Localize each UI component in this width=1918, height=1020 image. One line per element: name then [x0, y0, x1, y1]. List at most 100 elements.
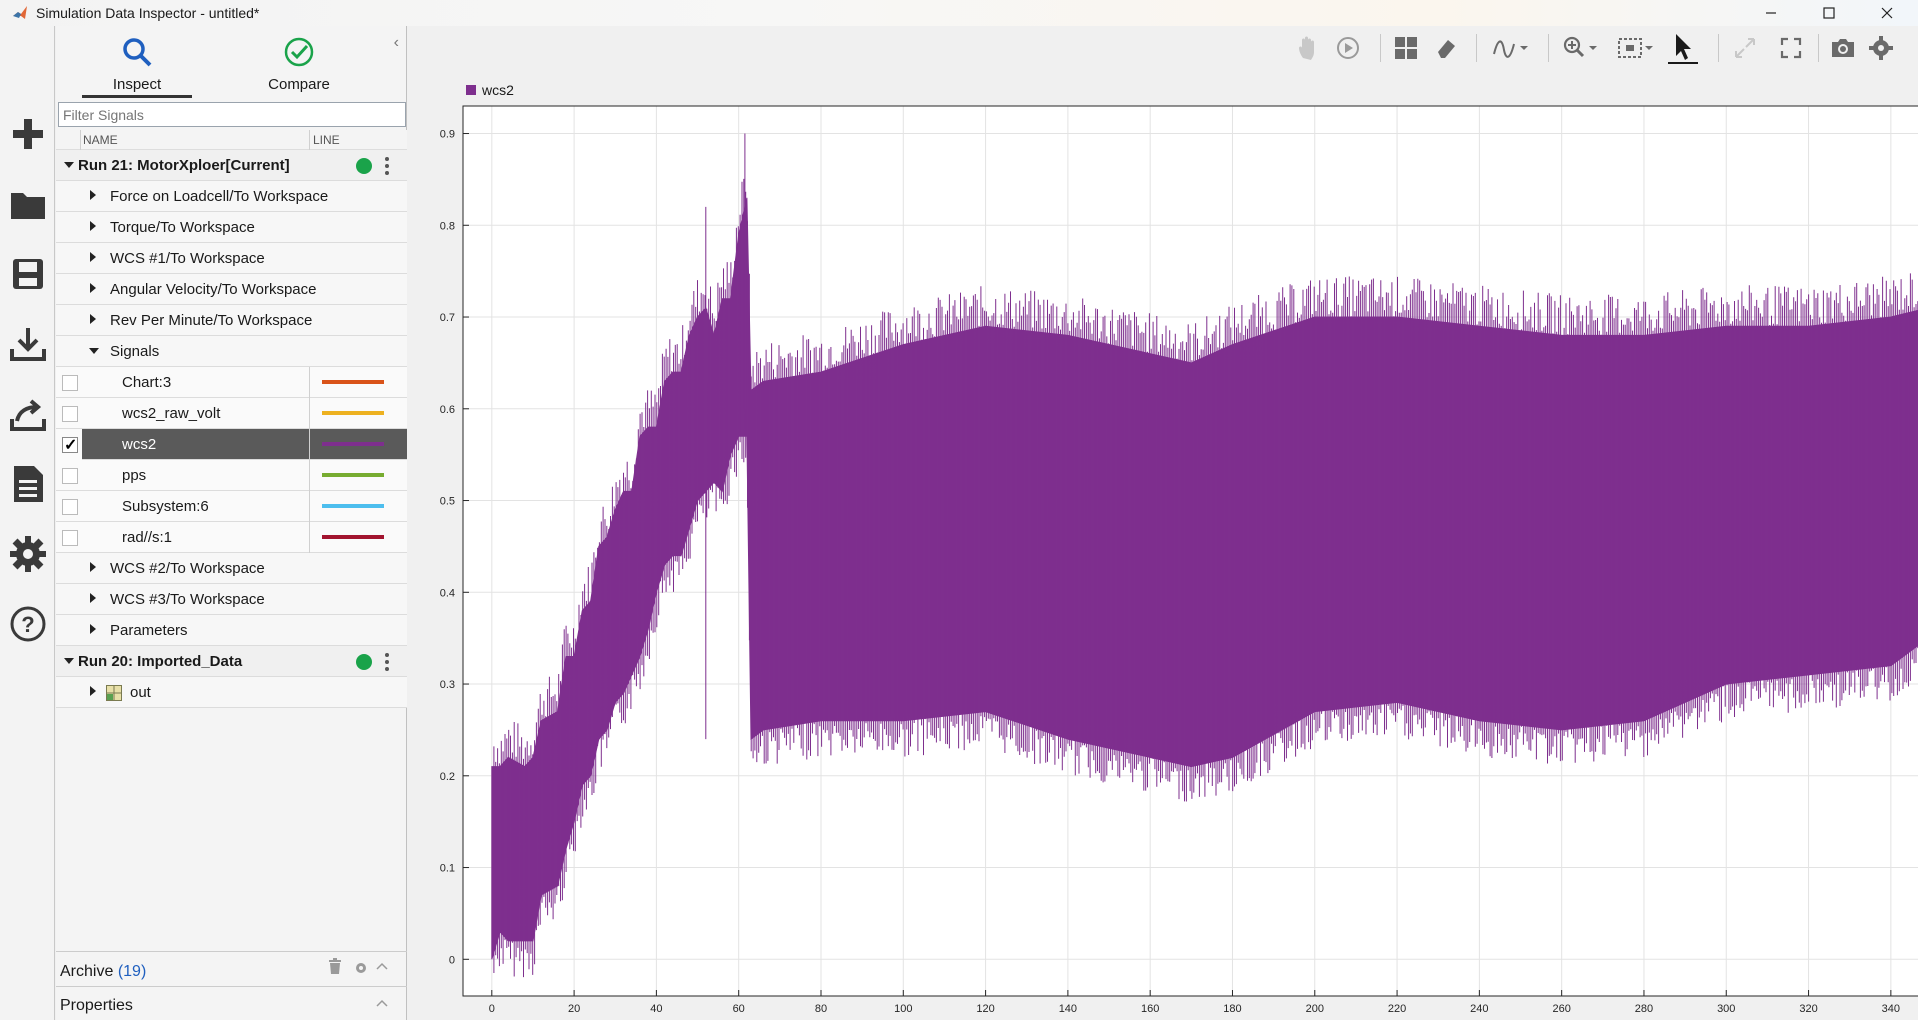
signal-checkbox[interactable] [62, 406, 78, 422]
pan-hand-icon[interactable] [1294, 32, 1322, 64]
expand-right-icon[interactable] [90, 252, 96, 262]
more-options-icon[interactable] [385, 156, 389, 176]
new-session-icon[interactable] [8, 114, 48, 154]
help-icon[interactable]: ? [8, 604, 48, 644]
archive-count: (19) [117, 963, 147, 980]
settings-gear-icon[interactable] [8, 534, 48, 574]
export-share-icon[interactable] [8, 394, 48, 434]
axes-border [462, 105, 1918, 997]
y-tick-label: 0.6 [440, 404, 455, 416]
group-label: Parameters [110, 622, 188, 639]
line-color-swatch[interactable] [322, 473, 384, 477]
signal-row[interactable]: Subsystem:6 [56, 491, 407, 522]
chevron-up-icon[interactable] [376, 962, 388, 970]
expand-right-icon[interactable] [90, 283, 96, 293]
tab-inspect-label: Inspect [112, 76, 162, 93]
plot-settings-gear-icon[interactable] [1866, 32, 1896, 64]
full-screen-icon[interactable] [1776, 32, 1806, 64]
camera-snapshot-icon[interactable] [1828, 32, 1858, 64]
tree-group-row[interactable]: out [56, 677, 407, 708]
properties-section[interactable]: Properties [56, 986, 407, 1020]
x-tick-label: 0 [489, 1003, 495, 1015]
line-color-swatch[interactable] [322, 535, 384, 539]
group-label: WCS #1/To Workspace [110, 250, 265, 267]
line-color-swatch[interactable] [322, 380, 384, 384]
signal-style-dropdown[interactable] [1488, 32, 1536, 64]
eraser-icon[interactable] [1432, 32, 1460, 64]
y-tick-label: 0.3 [440, 679, 455, 691]
report-document-icon[interactable] [8, 464, 48, 504]
signal-row[interactable]: wcs2_raw_volt [56, 398, 407, 429]
open-folder-icon[interactable] [8, 184, 48, 224]
signal-checkbox[interactable] [62, 468, 78, 484]
expand-right-icon[interactable] [90, 624, 96, 634]
group-label: WCS #2/To Workspace [110, 560, 265, 577]
signals-group-row[interactable]: Signals [56, 336, 407, 367]
close-button[interactable] [1864, 0, 1910, 26]
line-color-swatch[interactable] [322, 411, 384, 415]
signal-checkbox[interactable] [62, 530, 78, 546]
tree-group-row[interactable]: Parameters [56, 615, 407, 646]
tree-group-row[interactable]: Rev Per Minute/To Workspace [56, 305, 407, 336]
line-color-swatch[interactable] [322, 442, 384, 446]
zoom-in-dropdown[interactable] [1560, 32, 1606, 64]
expand-down-icon[interactable] [89, 348, 99, 354]
x-tick-label: 340 [1882, 1003, 1900, 1015]
tree-group-row[interactable]: WCS #3/To Workspace [56, 584, 407, 615]
x-tick-label: 100 [894, 1003, 912, 1015]
maximize-button[interactable] [1806, 0, 1852, 26]
expand-right-icon[interactable] [90, 190, 96, 200]
expand-right-icon[interactable] [90, 686, 96, 696]
collapse-panel-icon[interactable]: ‹ [393, 34, 399, 51]
name-column-header[interactable]: NAME [83, 133, 118, 147]
signal-name: pps [122, 467, 147, 484]
signal-row[interactable]: pps [56, 460, 407, 491]
archive-section[interactable]: Archive (19) [56, 951, 407, 985]
legend-label: wcs2 [482, 82, 514, 98]
line-column-header[interactable]: LINE [313, 133, 340, 147]
signal-row-selected[interactable]: wcs2 [56, 429, 407, 460]
expand-right-icon[interactable] [90, 562, 96, 572]
archive-settings-gear-icon[interactable] [354, 961, 368, 975]
tree-group-row[interactable]: WCS #2/To Workspace [56, 553, 407, 584]
delete-trash-icon[interactable] [328, 958, 342, 974]
expand-down-icon[interactable] [64, 162, 74, 168]
filter-signals-input[interactable] [63, 107, 401, 123]
expand-plot-icon[interactable] [1730, 32, 1760, 64]
tree-group-row[interactable]: Angular Velocity/To Workspace [56, 274, 407, 305]
save-icon[interactable] [8, 254, 48, 294]
expand-right-icon[interactable] [90, 314, 96, 324]
column-separator [80, 130, 81, 150]
tree-group-row[interactable]: WCS #1/To Workspace [56, 243, 407, 274]
tab-compare[interactable]: Compare [244, 26, 354, 98]
minimize-button[interactable] [1748, 0, 1794, 26]
chevron-up-icon[interactable] [376, 999, 388, 1007]
tree-group-row[interactable]: Force on Loadcell/To Workspace [56, 181, 407, 212]
line-color-swatch[interactable] [322, 504, 384, 508]
signal-row[interactable]: Chart:3 [56, 367, 407, 398]
group-label: out [130, 684, 151, 701]
import-download-icon[interactable] [8, 324, 48, 364]
signal-row[interactable]: rad//s:1 [56, 522, 407, 553]
expand-down-icon[interactable] [64, 658, 74, 664]
run-21-row[interactable]: Run 21: MotorXploer[Current] [56, 150, 407, 181]
expand-right-icon[interactable] [90, 221, 96, 231]
data-cursor-icon[interactable] [1666, 32, 1700, 64]
tab-inspect[interactable]: Inspect [82, 26, 192, 98]
filter-signals-field[interactable] [58, 102, 406, 127]
fit-to-view-dropdown[interactable] [1614, 32, 1660, 64]
run-20-row[interactable]: Run 20: Imported_Data [56, 646, 407, 677]
signal-checkbox-checked[interactable] [62, 435, 78, 455]
signal-chart[interactable]: 0 20 40 60 80 100 120 140 160 180 200 220 240 260 280 3… [408, 78, 1918, 1020]
signal-name: wcs2 [122, 436, 157, 453]
signal-checkbox[interactable] [62, 375, 78, 391]
x-tick-label: 280 [1635, 1003, 1653, 1015]
expand-right-icon[interactable] [90, 593, 96, 603]
signal-checkbox[interactable] [62, 499, 78, 515]
layout-grid-icon[interactable] [1392, 32, 1420, 64]
column-separator [309, 522, 310, 553]
tree-group-row[interactable]: Torque/To Workspace [56, 212, 407, 243]
group-label: WCS #3/To Workspace [110, 591, 265, 608]
more-options-icon[interactable] [385, 652, 389, 672]
replay-icon[interactable] [1334, 32, 1362, 64]
